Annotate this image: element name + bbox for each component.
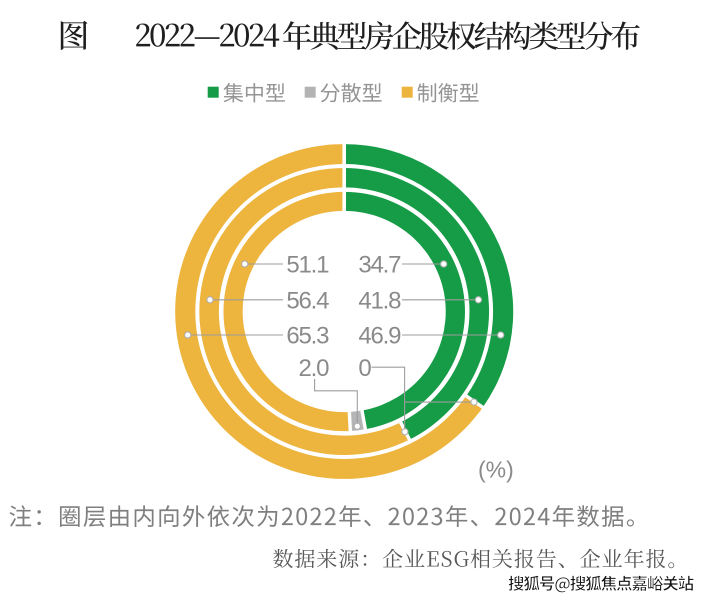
svg-text:41.8: 41.8	[358, 287, 401, 314]
svg-text:46.9: 46.9	[358, 323, 401, 350]
svg-text:(%): (%)	[478, 457, 514, 483]
svg-text:34.7: 34.7	[358, 252, 401, 279]
svg-text:65.3: 65.3	[286, 323, 329, 350]
svg-text:51.1: 51.1	[286, 252, 329, 279]
svg-text:2.0: 2.0	[299, 355, 330, 382]
svg-text:56.4: 56.4	[286, 287, 329, 314]
svg-text:0: 0	[358, 355, 371, 382]
